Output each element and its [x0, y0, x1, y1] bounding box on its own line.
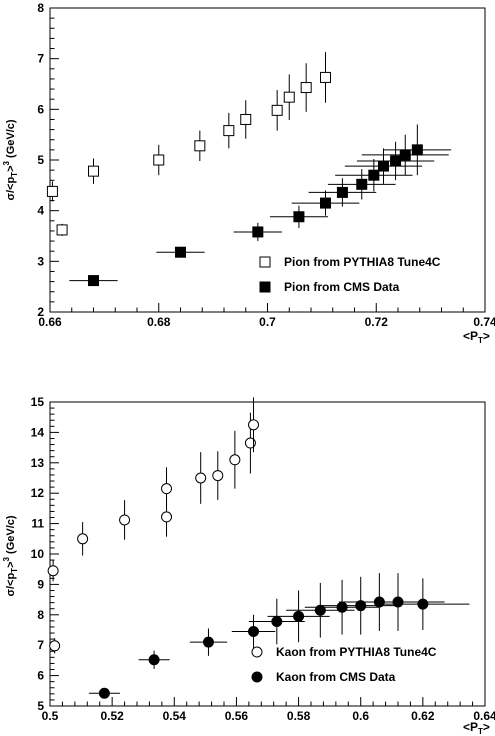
marker-open-circle [251, 646, 263, 658]
marker-open-square [153, 154, 165, 166]
x-tick-label: 0.62 [411, 709, 435, 723]
marker-open-square [300, 82, 312, 94]
marker-open-circle [49, 640, 61, 652]
marker-filled-square [320, 197, 331, 209]
marker-filled-square [88, 275, 99, 287]
marker-filled-circle [293, 610, 305, 622]
y-tick-label: 13 [31, 456, 45, 470]
y-axis-label: σ/<pT>3 (GeV/c) [2, 119, 19, 200]
y-tick-label: 10 [31, 547, 45, 561]
marker-filled-square [411, 144, 423, 156]
marker-open-square [223, 125, 235, 137]
x-axis-label: <PT> [463, 720, 490, 736]
marker-filled-square [390, 155, 402, 167]
series-1 [47, 397, 260, 654]
marker-filled-circle [148, 654, 160, 666]
marker-filled-square [259, 281, 271, 293]
marker-open-square [240, 113, 252, 125]
marker-open-circle [195, 472, 207, 484]
x-tick-label: 0.5 [42, 709, 59, 723]
marker-open-square [88, 165, 99, 177]
x-tick-label: 0.74 [473, 315, 495, 329]
marker-filled-circle [355, 600, 367, 612]
x-tick-label: 0.58 [287, 709, 311, 723]
legend-entry: Kaon from CMS Data [276, 670, 396, 684]
x-tick-label: 0.68 [147, 315, 171, 329]
series-2 [69, 124, 452, 287]
marker-open-circle [248, 419, 260, 431]
marker-filled-circle [392, 596, 404, 608]
y-tick-label: 11 [31, 517, 44, 531]
marker-filled-circle [98, 687, 110, 699]
y-tick-label: 9 [37, 577, 44, 591]
x-tick-label: 0.52 [100, 709, 124, 723]
marker-open-square [46, 185, 58, 197]
x-axis-label: <PT> [463, 329, 490, 345]
marker-open-circle [47, 565, 59, 577]
y-tick-label: 15 [31, 395, 45, 409]
marker-filled-circle [271, 615, 283, 627]
marker-open-circle [212, 470, 224, 482]
y-tick-label: 8 [37, 1, 44, 15]
legend-entry: Pion from CMS Data [284, 280, 400, 294]
y-tick-label: 7 [37, 638, 44, 652]
plot-frame [49, 401, 486, 707]
chart-panel-1: 0.66 0.68 0.7 0.72 0.74 2 3 4 5 6 7 8 σ/<pT>3 (GeV/c… [2, 1, 495, 345]
marker-filled-square [356, 178, 368, 190]
marker-open-square [259, 256, 271, 268]
series-1 [46, 52, 331, 236]
marker-open-circle [161, 511, 173, 523]
x-tick-label: 0.72 [365, 315, 389, 329]
marker-filled-square [336, 186, 348, 198]
y-tick-label: 2 [37, 305, 44, 319]
marker-open-circle [229, 454, 241, 466]
y-tick-label: 8 [37, 608, 44, 622]
marker-open-circle [161, 483, 173, 495]
x-tick-label: 0.64 [473, 709, 495, 723]
marker-filled-circle [251, 671, 263, 683]
marker-filled-circle [336, 601, 348, 613]
marker-filled-square [175, 246, 186, 258]
x-tick-label: 0.54 [163, 709, 187, 723]
y-tick-label: 7 [37, 52, 44, 66]
marker-open-circle [77, 533, 89, 545]
y-tick-label: 12 [31, 486, 45, 500]
marker-filled-square [368, 169, 380, 181]
y-tick-label: 6 [37, 669, 44, 683]
marker-filled-square [293, 211, 305, 223]
y-tick-label: 3 [37, 254, 44, 268]
y-tick-label: 5 [37, 153, 44, 167]
x-tick-label: 0.6 [352, 709, 369, 723]
y-tick-label: 5 [37, 699, 44, 713]
legend-entry: Kaon from PYTHIA8 Tune4C [276, 645, 437, 659]
marker-open-square [56, 224, 68, 236]
x-tick-label: 0.56 [225, 709, 249, 723]
y-tick-label: 14 [31, 425, 45, 439]
marker-filled-square [378, 160, 389, 172]
x-tick-label: 0.66 [38, 315, 62, 329]
chart-panel-2: 0.5 0.52 0.54 0.56 0.58 0.6 0.62 0.64 5 6 7 8 9 10 11 1… [2, 395, 495, 736]
marker-filled-circle [248, 626, 260, 638]
marker-filled-circle [202, 636, 214, 648]
y-axis-label: σ/<pT>3 (GeV/c) [2, 515, 19, 596]
marker-open-square [320, 71, 331, 83]
marker-open-square [283, 91, 295, 103]
series-2 [88, 573, 470, 699]
marker-open-circle [119, 514, 131, 526]
marker-open-circle [244, 437, 256, 449]
marker-filled-square [399, 149, 411, 161]
marker-filled-square [252, 226, 264, 238]
y-tick-label: 4 [37, 204, 44, 218]
y-tick-label: 6 [37, 102, 44, 116]
marker-filled-circle [417, 598, 429, 610]
legend-entry: Pion from PYTHIA8 Tune4C [284, 255, 441, 269]
marker-open-square [194, 140, 206, 152]
marker-open-square [271, 104, 283, 116]
x-tick-label: 0.7 [259, 315, 276, 329]
